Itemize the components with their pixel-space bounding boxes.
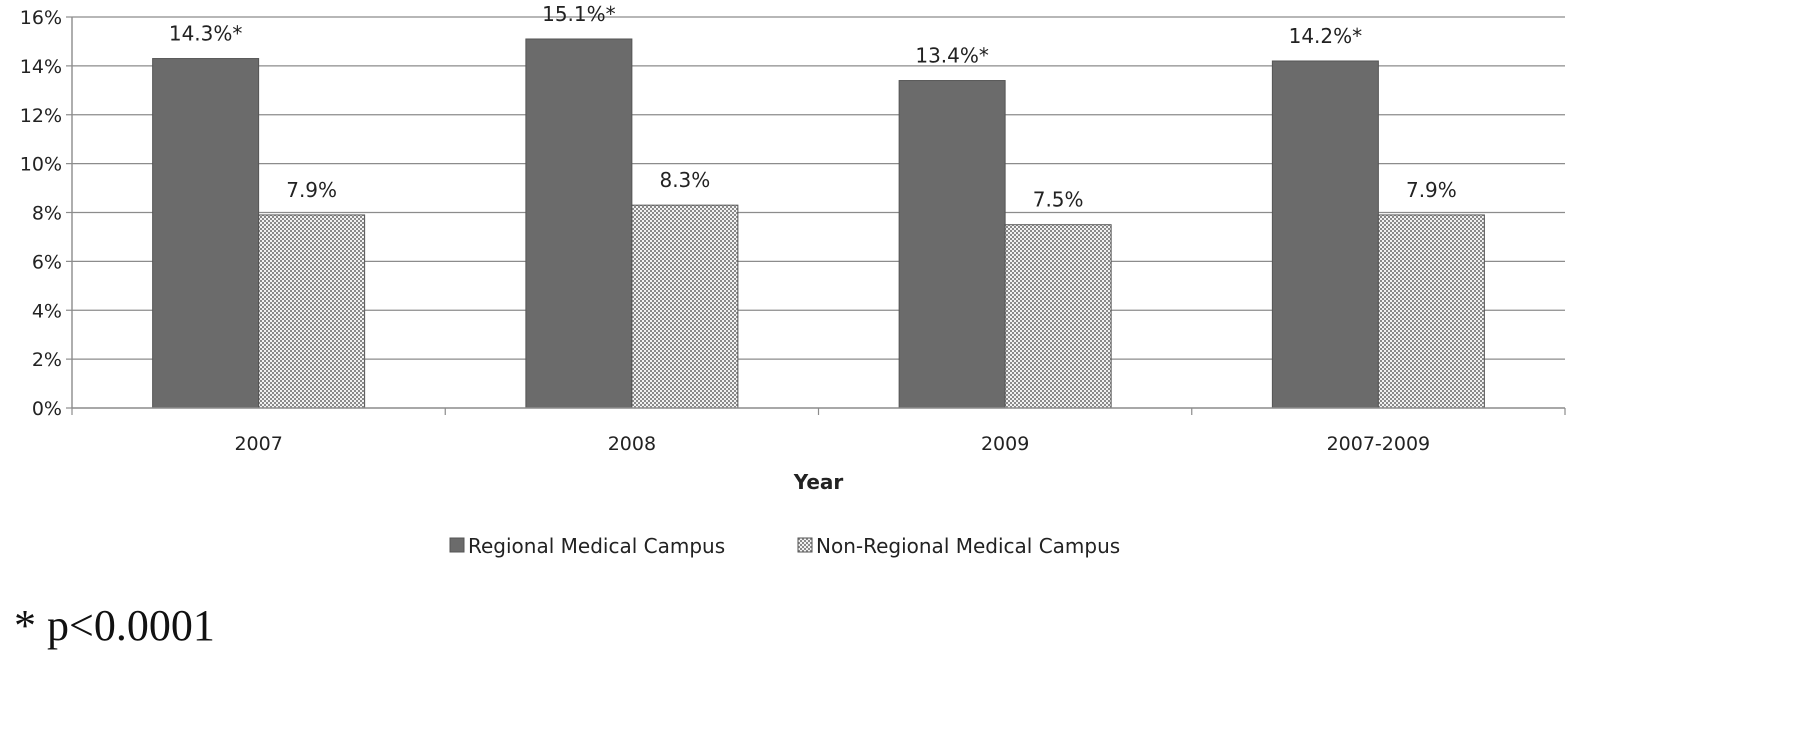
data-label: 7.9% [1406, 178, 1457, 202]
bar-regional [898, 80, 1006, 409]
data-label: 7.5% [1033, 188, 1084, 212]
bar-non-regional [1377, 214, 1485, 409]
legend: Regional Medical Campus Non-Regional Medi… [449, 534, 1120, 558]
bars: 14.3%* 7.9% 15.1%* 8.3% 13.4%* 7.5% 14.2%* 7.9% [152, 2, 1485, 409]
legend-label-non-regional: Non-Regional Medical Campus [816, 534, 1120, 558]
y-axis-tick-labels: 0% 2% 4% 6% 8% 10% 12% 14% 16% [20, 7, 62, 420]
x-axis-tick-labels: 2007 2008 2009 2007-2009 [234, 433, 1430, 455]
legend-swatch-regional [449, 537, 465, 553]
legend-swatch-non-regional [797, 537, 813, 553]
y-tick-label: 10% [20, 154, 62, 176]
y-tick-label: 0% [32, 398, 62, 420]
y-tick-label: 16% [20, 7, 62, 29]
bar-non-regional [258, 214, 366, 409]
bar-regional [152, 58, 260, 409]
y-tick-label: 6% [32, 251, 62, 273]
x-tick-label: 2007-2009 [1327, 433, 1431, 455]
bar-non-regional [631, 204, 739, 409]
data-label: 15.1%* [542, 2, 616, 26]
data-label: 8.3% [659, 168, 710, 192]
y-tick-label: 12% [20, 105, 62, 127]
bar-non-regional [1004, 224, 1112, 409]
data-label: 14.2%* [1289, 24, 1363, 48]
x-axis-title: Year [793, 470, 844, 494]
data-label: 13.4%* [915, 44, 989, 68]
footnote: * p<0.0001 [14, 601, 215, 650]
x-tick-label: 2009 [981, 433, 1029, 455]
y-tick-label: 4% [32, 300, 62, 322]
y-tick-label: 8% [32, 203, 62, 225]
bar-regional [525, 38, 633, 409]
axes [71, 17, 1566, 415]
y-tick-label: 14% [20, 56, 62, 78]
bar-regional [1271, 60, 1379, 409]
legend-label-regional: Regional Medical Campus [468, 534, 725, 558]
x-tick-label: 2008 [608, 433, 656, 455]
x-tick-label: 2007 [234, 433, 282, 455]
y-tick-label: 2% [32, 349, 62, 371]
data-label: 14.3%* [169, 22, 243, 46]
data-label: 7.9% [286, 178, 337, 202]
